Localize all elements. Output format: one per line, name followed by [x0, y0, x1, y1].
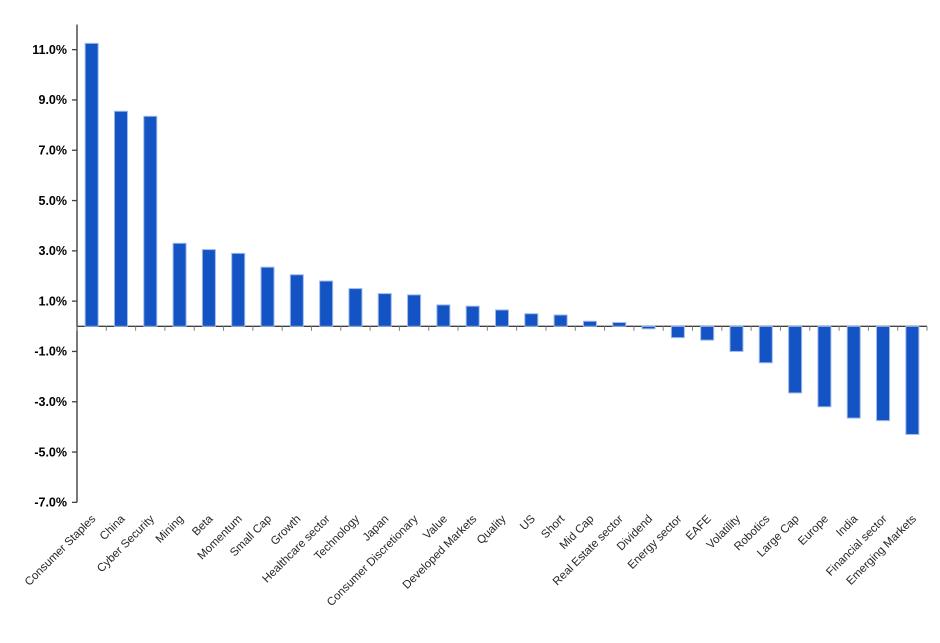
bar — [700, 325, 715, 341]
bar — [817, 325, 832, 408]
bar — [524, 313, 539, 327]
bar — [84, 42, 99, 327]
bar — [348, 288, 363, 327]
x-axis-category-label: US — [518, 513, 538, 533]
y-axis-tick-label: 5.0% — [39, 194, 68, 208]
bar — [289, 274, 304, 327]
x-axis-category-label: Consumer Staples — [23, 513, 99, 589]
x-axis-category-label: Quality — [475, 513, 509, 547]
bar — [201, 249, 216, 327]
bar — [465, 305, 480, 327]
bar — [670, 325, 685, 339]
x-axis-category-label: Energy sector — [626, 513, 685, 572]
y-axis-tick-label: 7.0% — [39, 143, 68, 157]
bar — [407, 294, 422, 327]
bar — [612, 322, 627, 327]
y-axis-tick-label: -5.0% — [34, 445, 67, 459]
y-axis-tick-label: 1.0% — [39, 294, 68, 308]
bar — [641, 325, 656, 330]
bar — [876, 325, 891, 422]
bar — [846, 325, 861, 419]
x-axis-category-label: India — [834, 513, 861, 540]
y-axis-tick-label: -7.0% — [34, 496, 67, 510]
y-axis-tick-label: -3.0% — [34, 395, 67, 409]
bar — [905, 325, 920, 435]
x-axis-category-label: Europe — [796, 513, 831, 548]
bar — [113, 110, 128, 327]
bar — [143, 115, 158, 327]
y-axis-tick-label: -1.0% — [34, 345, 67, 359]
bar — [729, 325, 744, 352]
bar — [172, 242, 187, 327]
y-axis-tick-label: 9.0% — [39, 93, 68, 107]
y-axis-tick-label: 3.0% — [39, 244, 68, 258]
bar — [260, 266, 275, 327]
x-axis-category-label: Mining — [154, 513, 186, 545]
y-axis-tick-label: 11.0% — [32, 43, 67, 57]
bar — [582, 320, 597, 327]
bar — [495, 309, 509, 327]
bar — [231, 252, 246, 327]
bar — [377, 293, 392, 327]
bar — [553, 314, 568, 327]
bar — [788, 325, 803, 394]
bar — [758, 325, 773, 364]
x-axis-category-label: Beta — [190, 513, 216, 539]
bar — [319, 280, 334, 327]
bar — [436, 304, 451, 327]
